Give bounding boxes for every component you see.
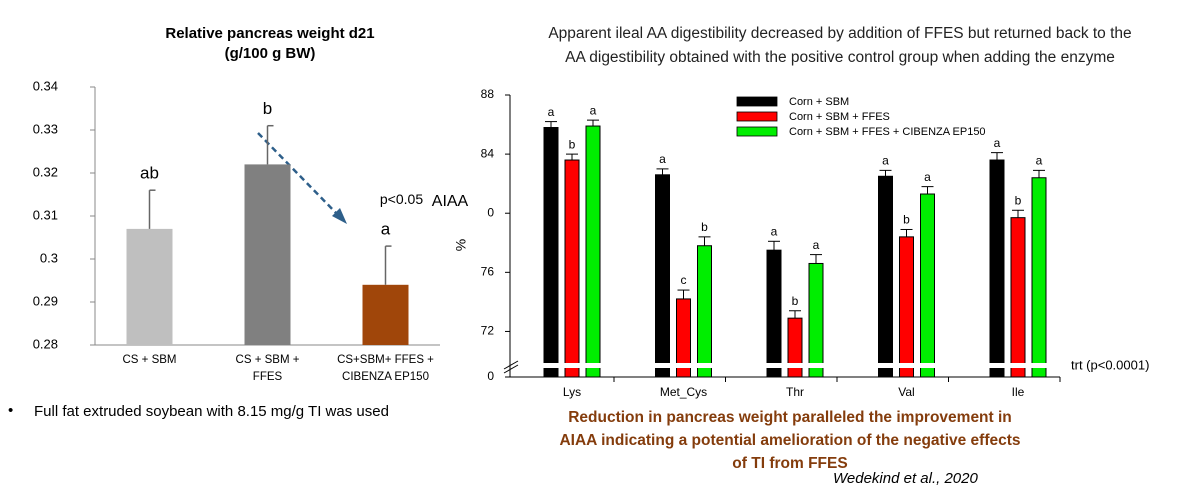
y-tick-label: 0.3 — [40, 250, 58, 265]
bar — [697, 245, 712, 378]
significance-letter: b — [263, 99, 272, 118]
y-tick-label: 0.31 — [33, 207, 58, 222]
arrow-head — [332, 208, 347, 224]
y-tick-label: 0.29 — [33, 293, 58, 308]
y-axis-label: AIAA — [432, 193, 469, 210]
legend-label: Corn + SBM + FFES — [789, 111, 890, 123]
significance-letter: b — [1015, 193, 1022, 207]
significance-letter: b — [569, 137, 576, 151]
y-tick-label: 0.32 — [33, 164, 58, 179]
significance-letter: ab — [140, 164, 159, 183]
bullet-text: Full fat extruded soybean with 8.15 mg/g… — [34, 403, 389, 420]
legend-swatch — [736, 126, 778, 137]
significance-letter: c — [681, 273, 687, 287]
caption: Reduction in pancreas weight paralleled … — [559, 409, 1021, 472]
significance-letter: a — [882, 154, 889, 168]
bar — [878, 175, 893, 378]
axis-break-mark — [503, 360, 519, 370]
bar — [362, 284, 409, 345]
x-tick-label: Lys — [563, 385, 581, 399]
chart1-subtitle: (g/100 g BW) — [224, 45, 316, 62]
y-tick-label: 0 — [487, 369, 494, 383]
bar — [585, 125, 601, 378]
significance-letter: a — [771, 224, 778, 238]
x-tick-label: CS + SBM — [122, 354, 177, 366]
y-tick-label: 72 — [481, 324, 495, 338]
y-tick-label: 0.33 — [33, 121, 58, 136]
legend-label: Corn + SBM + FFES + CIBENZA EP150 — [789, 126, 986, 138]
bar — [244, 164, 291, 345]
chart1-title-block: Relative pancreas weight d21 (g/100 g BW… — [40, 24, 500, 64]
significance-letter: b — [903, 213, 910, 227]
bar — [808, 262, 824, 378]
x-tick-label: Val — [898, 385, 914, 399]
bar — [126, 228, 173, 345]
y-tick-label: 88 — [481, 87, 495, 101]
bar — [543, 127, 559, 378]
chart1-title: Relative pancreas weight d21 — [165, 25, 375, 42]
annotation: trt (p<0.0001) — [1071, 357, 1149, 372]
x-tick-label: CS + SBM + FFES — [235, 354, 300, 383]
bar — [920, 193, 935, 378]
bar — [1031, 177, 1047, 378]
x-tick-label: Ile — [1012, 385, 1025, 399]
significance-letter: a — [548, 105, 555, 119]
y-tick-label: 84 — [481, 146, 495, 160]
legend-swatch — [736, 96, 778, 107]
bar — [989, 159, 1005, 378]
annotation: p<0.05 — [380, 191, 423, 207]
significance-letter: a — [590, 103, 597, 117]
legend-swatch — [736, 111, 778, 122]
chart2-title-block: Apparent ileal AA digestibility decrease… — [505, 22, 1175, 70]
axis-break-gap — [511, 363, 1061, 368]
x-tick-label: CS+SBM+ FFES + CIBENZA EP150 — [337, 354, 434, 383]
y-tick-label: 0.34 — [33, 78, 58, 93]
bullet-dot: • — [8, 402, 14, 419]
x-tick-label: Met_Cys — [660, 385, 707, 399]
bar — [766, 249, 782, 378]
significance-letter: a — [994, 136, 1001, 150]
significance-letter: a — [1036, 154, 1043, 168]
bar — [899, 236, 914, 378]
chart2-title-line: Apparent ileal AA digestibility decrease… — [548, 25, 1132, 42]
y-tick-label: 0.28 — [33, 336, 58, 351]
significance-letter: b — [701, 220, 708, 234]
y-tick-label: 76 — [481, 265, 495, 279]
significance-letter: a — [813, 238, 820, 252]
significance-letter: a — [659, 152, 666, 166]
legend-label: Corn + SBM — [789, 96, 849, 108]
x-tick-label: Thr — [786, 385, 804, 399]
significance-letter: a — [381, 220, 391, 239]
bar — [655, 174, 670, 378]
y-axis-unit: % — [453, 239, 469, 251]
significance-letter: a — [924, 170, 931, 184]
bar — [787, 317, 803, 378]
chart2-title-line: AA digestibility obtained with the posit… — [565, 49, 1115, 66]
y-tick-label: 0 — [487, 205, 494, 219]
citation: Wedekind et al., 2020 — [833, 470, 978, 487]
axis-break-mark — [503, 364, 519, 374]
bar — [564, 159, 580, 378]
significance-letter: b — [792, 294, 799, 308]
bar — [1010, 217, 1026, 378]
